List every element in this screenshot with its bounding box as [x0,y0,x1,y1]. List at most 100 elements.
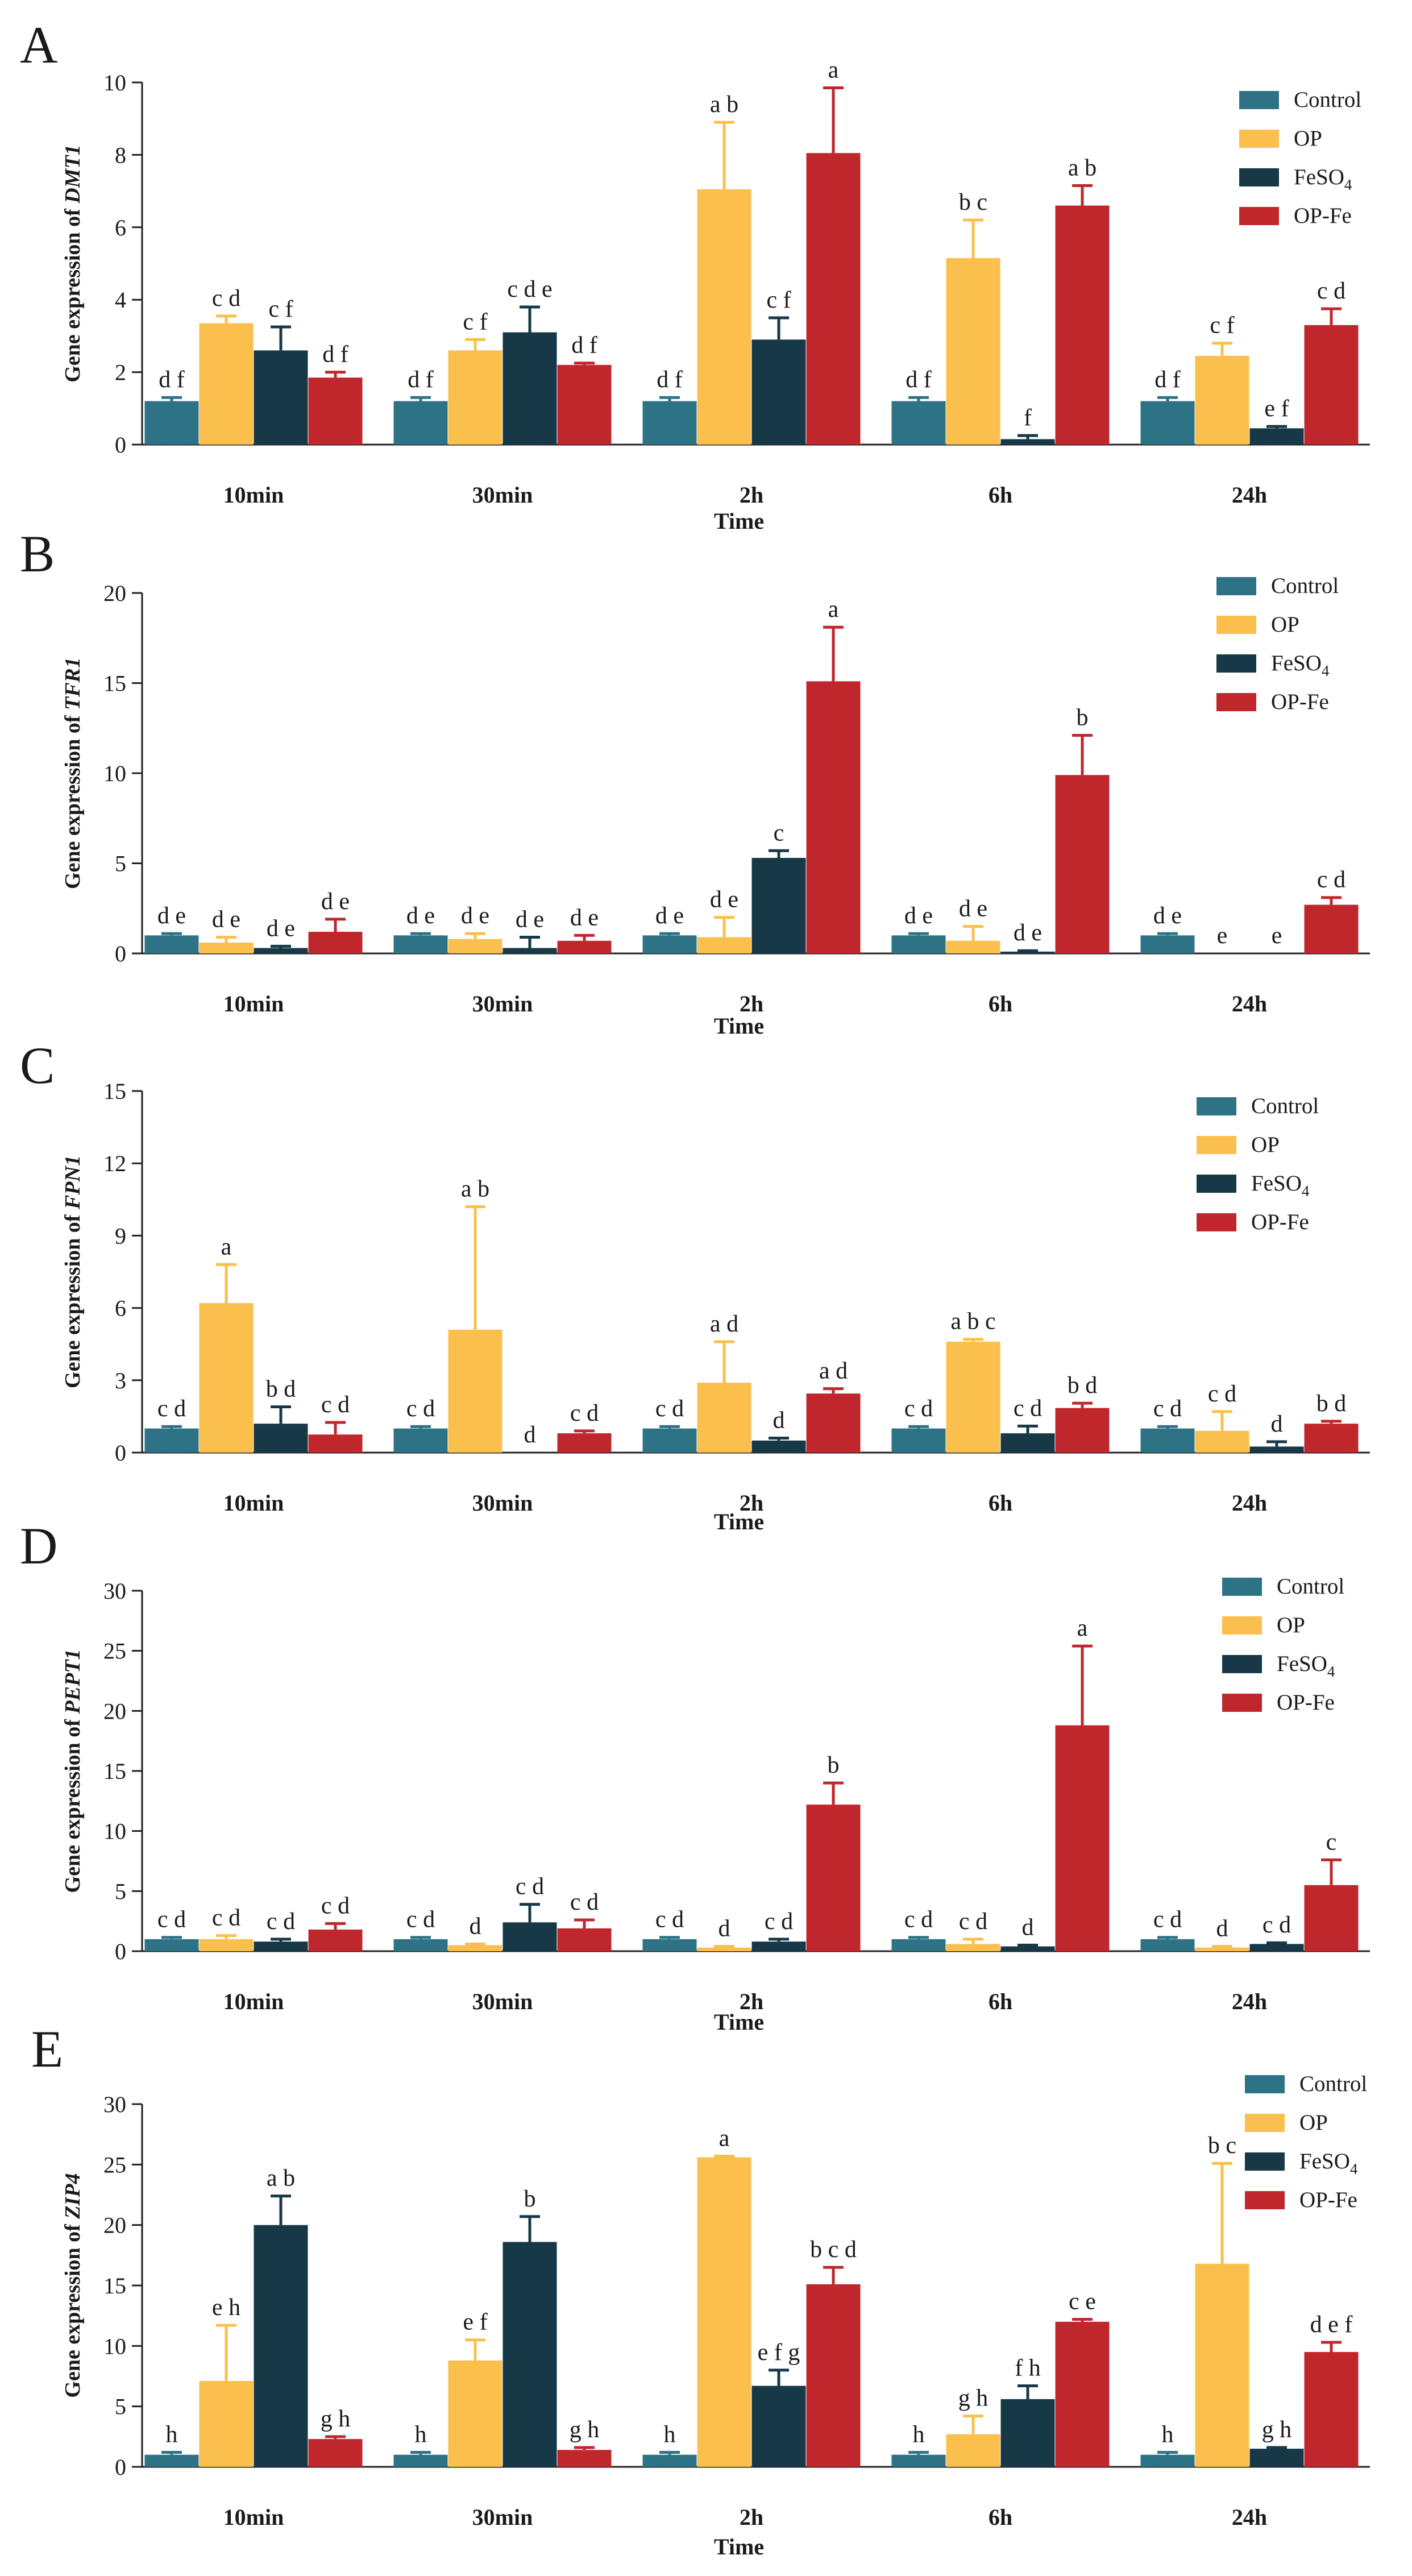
x-tick-label: 30min [472,482,533,508]
bar [254,948,308,953]
bar [448,2360,502,2467]
panel-label: C [20,1036,55,1094]
y-tick-label: 15 [103,2273,126,2299]
x-tick-label: 30min [472,1490,533,1516]
significance-label: e f g [758,2339,800,2366]
x-tick-label: 24h [1232,2504,1267,2530]
significance-label: b [828,1752,840,1778]
x-axis-label: Time [714,2009,764,2035]
y-tick-label: 15 [103,671,126,696]
bar [1055,205,1110,445]
significance-label: b d [1317,1391,1347,1417]
legend: Control OP FeSO4 OP-Fe [1222,1574,1344,1715]
significance-label: c d [212,285,240,312]
significance-label: c d [1208,1381,1236,1407]
x-axis-label: Time [714,2534,764,2560]
y-tick-label: 0 [115,432,126,458]
bar [751,1942,806,1951]
significance-label: a b [267,2166,295,2192]
significance-label: b c [959,189,987,215]
y-axis-label-prefix: Gene expression of [61,1209,85,1388]
y-tick-label: 10 [103,2333,126,2359]
x-axis-label: Time [714,1509,764,1534]
bar [1249,428,1304,445]
y-axis-label: Gene expression of ZIP4 [61,2173,85,2397]
legend-label-base: FeSO [1299,2149,1350,2173]
y-tick-label: 25 [103,2152,126,2177]
significance-label: d e [461,903,489,929]
y-tick-label: 5 [115,1878,126,1904]
legend-swatch [1245,2075,1285,2093]
significance-label: g h [321,2406,351,2432]
bar [254,1942,308,1951]
x-tick-label: 10min [223,1989,284,2014]
bar [1249,1944,1304,1951]
legend-swatch [1222,1616,1262,1635]
legend-label-base: FeSO [1277,1652,1327,1676]
y-tick-label: 10 [103,761,126,786]
x-tick-label: 2h [740,1490,763,1516]
legend-label-subscript: 4 [1327,1663,1335,1680]
significance-label: d [1022,1914,1034,1940]
significance-label: b [1077,704,1089,731]
bar [1304,2351,1359,2467]
significance-label: d f [657,367,683,393]
bar [557,364,612,445]
y-axis-label-prefix: Gene expression of [61,1714,85,1893]
y-axis-label: Gene expression of PEPT1 [61,1649,85,1893]
significance-label: c d [765,1909,793,1935]
legend-label: Control [1271,574,1339,598]
bar [557,1433,612,1453]
significance-label: e f [463,2309,487,2336]
x-tick-label: 10min [223,482,284,508]
bar [642,1428,697,1453]
bar [393,1939,448,1951]
bar [144,935,199,953]
legend-label: OP [1294,126,1322,151]
legend-label: Control [1299,2072,1367,2096]
significance-label: a d [819,1358,848,1384]
significance-label: c d [1014,1395,1042,1421]
significance-label: d f [408,367,434,393]
legend-label: FeSO4 [1251,1171,1310,1200]
legend-swatch [1239,168,1279,186]
legend-swatch [1216,693,1256,711]
legend-label: OP [1277,1613,1305,1637]
significance-label: a b [461,1176,489,1202]
panel-a: A 0 2 4 6 8 10 Gene expression of DMT1 Time 10min… [20,16,1370,534]
significance-label: d e [406,903,435,929]
significance-label: e [1217,923,1228,949]
bar [697,1383,751,1453]
bar [1000,1946,1055,1951]
bar [199,942,254,953]
bar [1249,2449,1304,2467]
legend-swatch [1197,1136,1236,1154]
significance-label: c d [321,1893,350,1919]
bar [642,2454,697,2467]
bar [1195,1947,1249,1951]
x-tick-label: 2h [740,482,763,508]
significance-label: c d [570,1400,599,1426]
significance-label: b c d [810,2237,857,2263]
x-tick-label: 2h [740,991,763,1017]
significance-label: c d [655,1907,684,1933]
x-tick-label: 24h [1232,1490,1267,1516]
bar [308,931,363,953]
legend-label: Control [1277,1574,1344,1599]
bar [308,1434,363,1453]
legend-swatch [1222,1578,1262,1596]
significance-label: d e f [1310,2312,1353,2338]
legend-label: FeSO4 [1277,1652,1335,1680]
panel-c: C 0 3 6 9 12 15 Gene expression of FPN1 Time 10mi… [20,1036,1370,1534]
legend-label-base: FeSO [1251,1171,1302,1196]
significance-label: a b [1068,155,1097,181]
bar [642,1939,697,1951]
significance-label: c d [1153,1396,1182,1422]
bar [751,857,806,953]
bar [1304,1424,1359,1453]
y-tick-label: 30 [103,2092,126,2117]
legend-label: OP-Fe [1271,690,1329,714]
x-tick-label: 6h [989,1989,1012,2014]
bar [199,1939,254,1951]
significance-label: a [719,2125,730,2151]
